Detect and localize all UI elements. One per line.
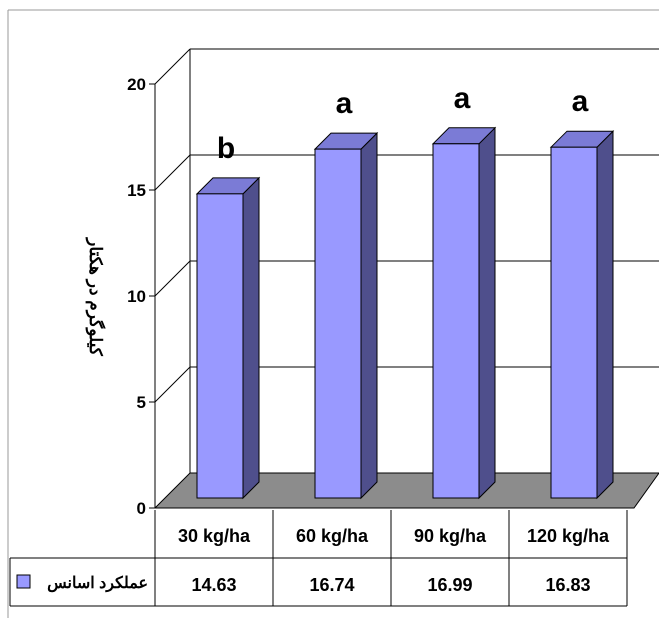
bars bbox=[195, 126, 615, 500]
data-table: 30 kg/ha 60 kg/ha 90 kg/ha 120 kg/ha 14.63 16… bbox=[9, 510, 628, 607]
y-axis-title: کیلوگرم در هکتار bbox=[85, 236, 106, 357]
x-tick-label: 90 kg/ha bbox=[414, 526, 487, 546]
legend-series-name: عملکرد اسانس bbox=[47, 575, 148, 593]
bar-side bbox=[478, 126, 496, 500]
y-tick-label: 10 bbox=[127, 287, 146, 306]
bar-side bbox=[360, 131, 378, 500]
x-tick-label: 120 kg/ha bbox=[527, 526, 610, 546]
bar-4 bbox=[549, 129, 615, 500]
grid-depth-line bbox=[154, 154, 191, 191]
y-tick-label: 0 bbox=[137, 499, 146, 518]
significance-letter: a bbox=[572, 85, 589, 118]
data-value-label: 16.83 bbox=[545, 575, 590, 595]
bar-front bbox=[550, 146, 598, 499]
bar-front bbox=[314, 148, 362, 499]
grid-depth-line bbox=[154, 260, 191, 297]
legend-swatch bbox=[16, 574, 31, 589]
grid-depth-line bbox=[154, 48, 191, 85]
y-tick-label: 5 bbox=[137, 393, 146, 412]
y-tick-label: 20 bbox=[127, 75, 146, 94]
significance-letters: b a a a bbox=[217, 82, 589, 165]
grid-depth-line bbox=[154, 366, 191, 403]
x-tick-label: 60 kg/ha bbox=[296, 526, 369, 546]
y-tick-label: 15 bbox=[127, 181, 146, 200]
significance-letter: b bbox=[217, 132, 235, 165]
y-axis: 0 5 10 15 20 bbox=[127, 75, 156, 518]
significance-letter: a bbox=[336, 87, 353, 120]
bar-1 bbox=[195, 176, 261, 500]
data-value-label: 16.99 bbox=[427, 575, 472, 595]
data-value-label: 14.63 bbox=[191, 575, 236, 595]
bar-front bbox=[432, 143, 480, 499]
chart-floor bbox=[153, 472, 659, 509]
bar-2 bbox=[313, 131, 379, 500]
significance-letter: a bbox=[454, 82, 471, 115]
bar-front bbox=[196, 193, 244, 499]
x-tick-label: 30 kg/ha bbox=[178, 526, 251, 546]
bar-side bbox=[242, 176, 260, 500]
bar-3 bbox=[431, 126, 497, 500]
bar-side bbox=[596, 129, 614, 500]
data-value-label: 16.74 bbox=[309, 575, 354, 595]
